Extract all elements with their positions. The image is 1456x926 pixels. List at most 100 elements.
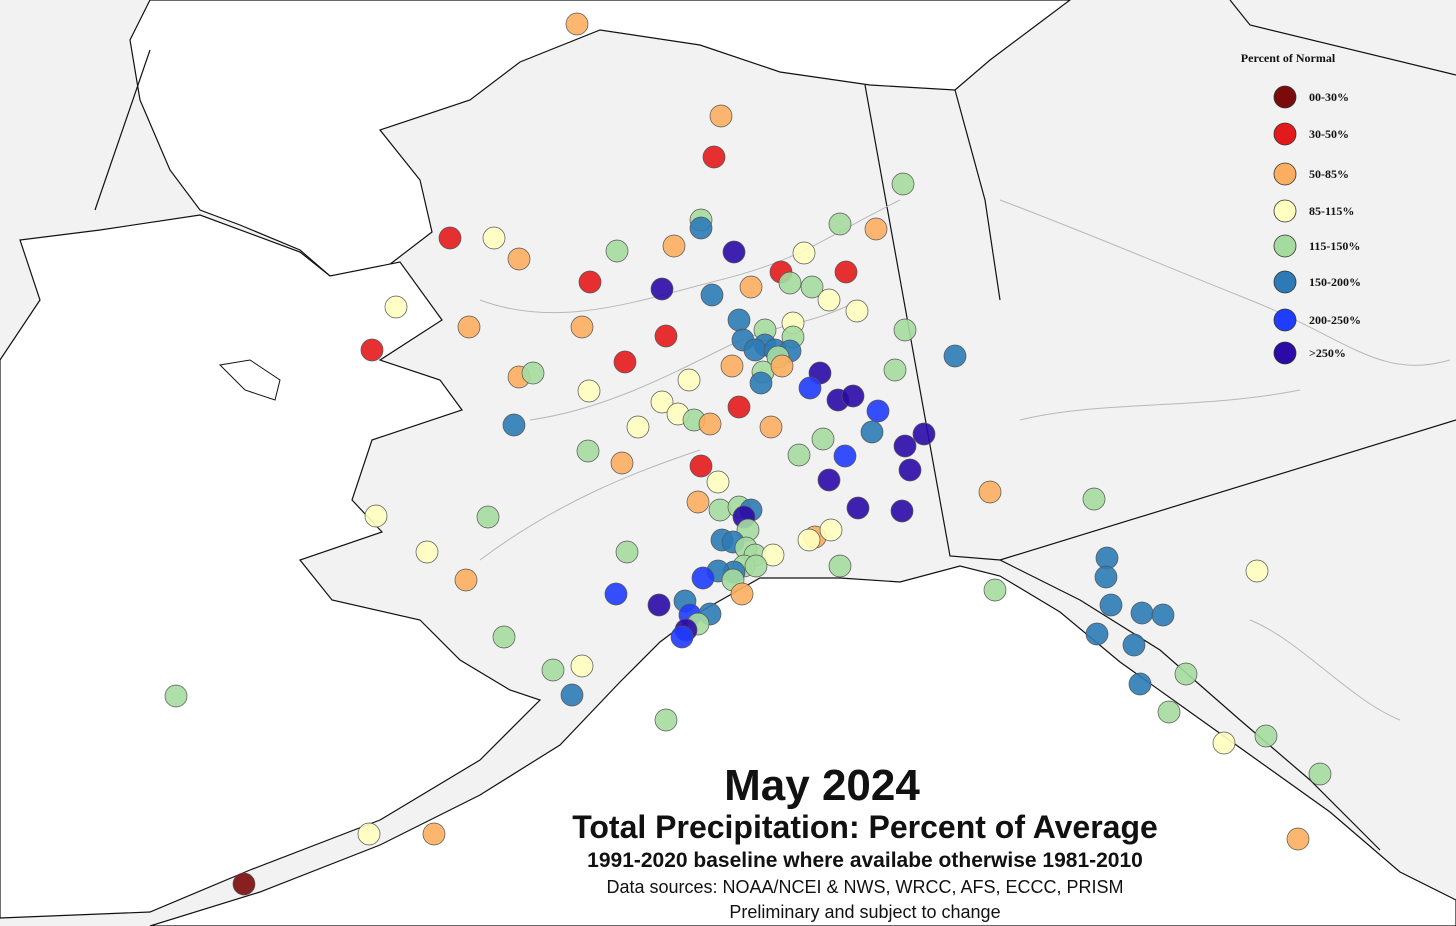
station-dot — [1085, 622, 1109, 646]
legend-swatch — [1273, 162, 1297, 186]
station-dot — [706, 470, 730, 494]
station-dot — [778, 271, 802, 295]
station-dot — [613, 350, 637, 374]
station-dot — [438, 226, 462, 250]
station-dot — [650, 277, 674, 301]
station-dot — [1122, 633, 1146, 657]
station-dot — [1082, 487, 1106, 511]
station-dot — [1308, 762, 1332, 786]
station-dot — [662, 234, 686, 258]
station-dot — [890, 499, 914, 523]
station-dot — [492, 625, 516, 649]
legend-swatch — [1273, 341, 1297, 365]
station-dot — [860, 420, 884, 444]
station-dot — [578, 270, 602, 294]
station-dot — [454, 568, 478, 592]
station-dot — [800, 275, 824, 299]
station-dot — [576, 439, 600, 463]
legend-swatch — [1273, 122, 1297, 146]
station-dot — [744, 554, 768, 578]
station-dot — [482, 226, 506, 250]
station-dot — [841, 384, 865, 408]
station-dot — [1094, 565, 1118, 589]
station-dot — [677, 368, 701, 392]
station-dot — [604, 582, 628, 606]
station-dot — [983, 578, 1007, 602]
station-dot — [521, 361, 545, 385]
station-dot — [1130, 601, 1154, 625]
station-dot — [565, 12, 589, 36]
station-dot — [1245, 559, 1269, 583]
station-dot — [654, 324, 678, 348]
station-dot — [689, 454, 713, 478]
station-dot — [1254, 724, 1278, 748]
station-dot — [819, 518, 843, 542]
station-dot — [360, 338, 384, 362]
station-dot — [626, 415, 650, 439]
station-dot — [739, 275, 763, 299]
station-dot — [727, 308, 751, 332]
station-dot — [761, 543, 785, 567]
station-dot — [730, 582, 754, 606]
ocean-arctic — [129, 0, 1071, 277]
station-dot — [893, 434, 917, 458]
station-dot — [912, 422, 936, 446]
legend-label: 200-250% — [1309, 313, 1361, 327]
station-dot — [727, 395, 751, 419]
station-dot — [709, 104, 733, 128]
station-dot — [770, 354, 794, 378]
station-dot — [164, 684, 188, 708]
station-dot — [833, 444, 857, 468]
station-dot — [883, 358, 907, 382]
station-dot — [364, 504, 388, 528]
station-dot — [232, 872, 256, 896]
station-dot — [759, 415, 783, 439]
legend-swatch — [1273, 85, 1297, 109]
legend-label: 50-85% — [1309, 167, 1349, 181]
station-dot — [502, 413, 526, 437]
station-dot — [978, 480, 1002, 504]
station-dot — [797, 528, 821, 552]
station-dot — [670, 625, 694, 649]
station-dot — [422, 822, 446, 846]
legend-swatch — [1273, 270, 1297, 294]
baseline-note: 1991-2020 baseline where availabe otherw… — [587, 849, 1143, 872]
station-dot — [743, 338, 767, 362]
sources-note: Data sources: NOAA/NCEI & NWS, WRCC, AFS… — [606, 877, 1123, 897]
station-dot — [943, 344, 967, 368]
station-dot — [866, 399, 890, 423]
station-dot — [691, 566, 715, 590]
station-dot — [700, 283, 724, 307]
station-dot — [507, 247, 531, 271]
legend-swatch — [1273, 199, 1297, 223]
station-dot — [457, 315, 481, 339]
station-dot — [654, 708, 678, 732]
station-dot — [846, 496, 870, 520]
station-dot — [686, 490, 710, 514]
border — [94, 0, 1456, 561]
station-dot — [898, 458, 922, 482]
legend-label: >250% — [1309, 346, 1346, 360]
legend: Percent of Normal 00-30% 30-50% 50-85% 85-1… — [1241, 51, 1361, 365]
legend-label: 150-200% — [1309, 275, 1361, 289]
legend-label: 115-150% — [1309, 239, 1360, 253]
station-dot — [650, 390, 674, 414]
station-dot — [708, 498, 732, 522]
station-dot — [798, 376, 822, 400]
station-dot — [570, 315, 594, 339]
station-dot — [560, 683, 584, 707]
legend-swatch — [1273, 234, 1297, 258]
island-st-lawrence — [218, 359, 281, 401]
station-dot — [1212, 731, 1236, 755]
station-dot — [1099, 593, 1123, 617]
station-dot — [828, 212, 852, 236]
station-dot — [610, 451, 634, 475]
station-dot — [698, 412, 722, 436]
station-dot — [1174, 662, 1198, 686]
station-dot — [476, 505, 500, 529]
legend-swatch — [1273, 308, 1297, 332]
station-dot — [605, 239, 629, 263]
station-dot — [689, 216, 713, 240]
station-dot — [828, 554, 852, 578]
station-dot — [647, 593, 671, 617]
